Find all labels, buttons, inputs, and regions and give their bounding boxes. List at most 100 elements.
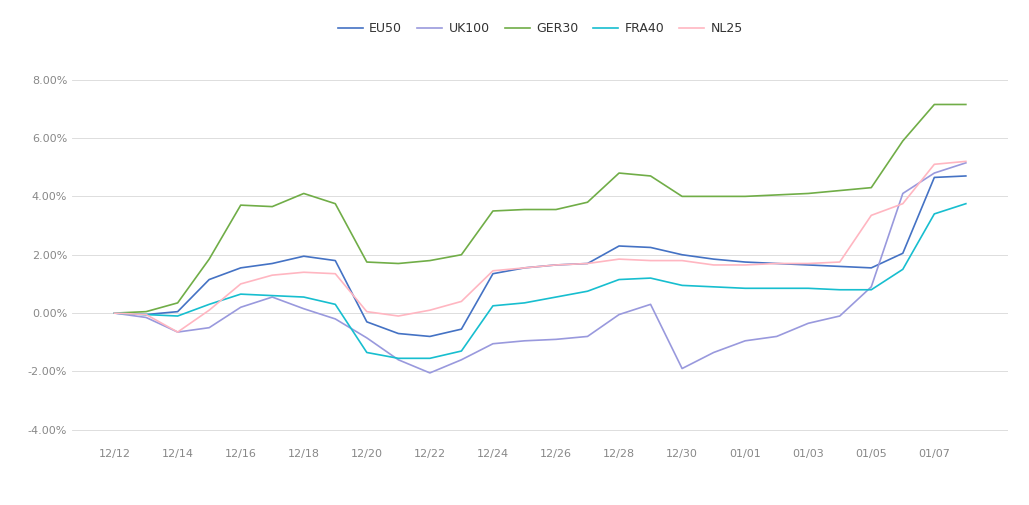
NL25 (487, 268, 499, 274)
GER30 (203, 256, 215, 262)
GER30 (108, 310, 120, 316)
FRA40 (455, 348, 467, 354)
EU50 (267, 261, 279, 267)
FRA40 (172, 313, 184, 319)
GER30 (235, 202, 247, 208)
NL25 (771, 261, 783, 267)
FRA40 (392, 356, 404, 362)
FRA40 (549, 294, 562, 300)
FRA40 (644, 275, 657, 281)
Line: FRA40: FRA40 (114, 204, 966, 359)
EU50 (644, 244, 657, 250)
GER30 (581, 199, 594, 205)
FRA40 (896, 266, 909, 272)
NL25 (519, 265, 531, 271)
NL25 (392, 313, 404, 319)
FRA40 (329, 301, 342, 308)
GER30 (676, 193, 688, 199)
EU50 (896, 250, 909, 257)
GER30 (928, 102, 941, 108)
EU50 (455, 326, 467, 332)
UK100 (519, 338, 531, 344)
FRA40 (771, 285, 783, 291)
GER30 (392, 261, 404, 267)
UK100 (549, 336, 562, 342)
GER30 (833, 187, 846, 193)
EU50 (424, 333, 436, 339)
GER30 (644, 173, 657, 179)
NL25 (581, 261, 594, 267)
FRA40 (108, 310, 120, 316)
EU50 (865, 265, 878, 271)
FRA40 (802, 285, 814, 291)
EU50 (676, 251, 688, 258)
UK100 (739, 338, 751, 344)
UK100 (644, 301, 657, 308)
EU50 (392, 330, 404, 336)
GER30 (896, 138, 909, 144)
NL25 (613, 256, 626, 262)
EU50 (329, 258, 342, 264)
UK100 (676, 366, 688, 372)
NL25 (708, 262, 720, 268)
GER30 (708, 193, 720, 199)
Line: NL25: NL25 (114, 162, 966, 332)
FRA40 (267, 292, 279, 298)
NL25 (802, 261, 814, 267)
FRA40 (297, 294, 310, 300)
Line: EU50: EU50 (114, 176, 966, 336)
GER30 (297, 190, 310, 196)
EU50 (519, 265, 531, 271)
NL25 (267, 272, 279, 278)
EU50 (235, 265, 247, 271)
NL25 (235, 281, 247, 287)
GER30 (960, 102, 972, 108)
NL25 (360, 309, 372, 315)
GER30 (140, 309, 152, 315)
EU50 (771, 261, 783, 267)
FRA40 (865, 287, 878, 293)
NL25 (108, 310, 120, 316)
FRA40 (487, 303, 499, 309)
GER30 (865, 185, 878, 191)
NL25 (896, 200, 909, 207)
EU50 (140, 312, 152, 318)
GER30 (771, 192, 783, 198)
UK100 (802, 320, 814, 326)
UK100 (581, 333, 594, 339)
UK100 (392, 357, 404, 363)
UK100 (455, 357, 467, 363)
FRA40 (613, 277, 626, 283)
FRA40 (519, 300, 531, 306)
EU50 (549, 262, 562, 268)
FRA40 (960, 200, 972, 207)
EU50 (928, 174, 941, 180)
UK100 (896, 190, 909, 196)
EU50 (960, 173, 972, 179)
FRA40 (235, 291, 247, 297)
UK100 (172, 329, 184, 335)
Line: UK100: UK100 (114, 163, 966, 373)
EU50 (203, 277, 215, 283)
NL25 (865, 212, 878, 218)
GER30 (802, 190, 814, 196)
FRA40 (424, 356, 436, 362)
NL25 (928, 161, 941, 167)
GER30 (424, 258, 436, 264)
EU50 (108, 310, 120, 316)
UK100 (108, 310, 120, 316)
UK100 (267, 294, 279, 300)
UK100 (235, 304, 247, 310)
NL25 (297, 269, 310, 275)
UK100 (928, 170, 941, 176)
EU50 (833, 264, 846, 270)
NL25 (329, 271, 342, 277)
EU50 (487, 271, 499, 277)
GER30 (172, 300, 184, 306)
GER30 (267, 204, 279, 210)
UK100 (140, 315, 152, 321)
EU50 (708, 256, 720, 262)
EU50 (360, 319, 372, 325)
EU50 (739, 259, 751, 265)
GER30 (549, 207, 562, 213)
